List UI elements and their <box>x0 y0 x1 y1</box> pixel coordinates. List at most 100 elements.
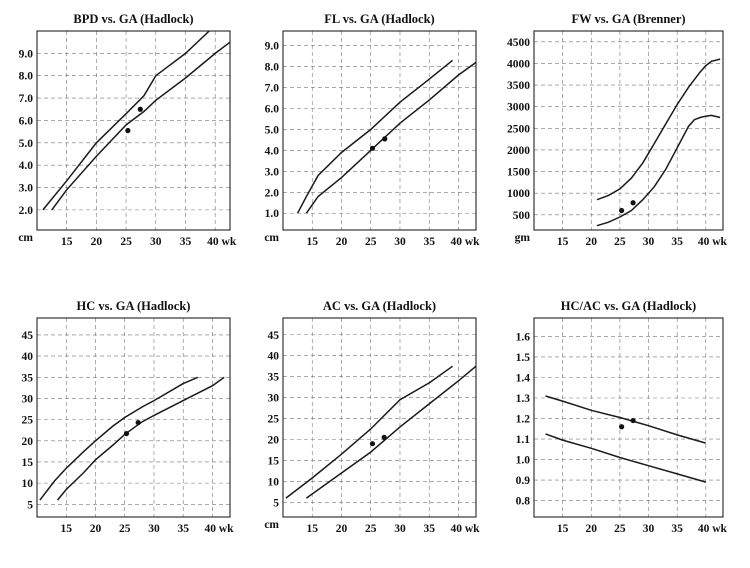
hcac-y-tick-label: 1.4 <box>516 372 531 384</box>
fl-plot-frame <box>282 30 477 231</box>
fl-y-tick-label: 3.0 <box>265 166 280 178</box>
hc-y-tick-label: 25 <box>22 415 34 427</box>
hc-chart-title: HC vs. GA (Hadlock) <box>77 299 191 313</box>
bpd-chart: BPD vs. GA (Hadlock) 2.0 3.0 4.0 5.0 6.0 7.0 8.… <box>18 12 237 248</box>
fw-y-tick-label: 4500 <box>507 37 530 49</box>
hcac-x-tick-label: 30 <box>643 523 655 535</box>
ac-y-tick-label: 10 <box>268 476 280 488</box>
ac-x-tick-label: 35 <box>423 523 435 535</box>
fw-y-tick-label: 1500 <box>507 167 530 179</box>
ac-y-tick-label: 45 <box>268 330 280 342</box>
fw-chart-title: FW vs. GA (Brenner) <box>571 12 685 26</box>
ac-plot-frame <box>282 317 477 518</box>
hcac-x-tick-label: 25 <box>614 523 626 535</box>
fw-x-tick-label: 30 <box>643 236 655 248</box>
ac-data-point <box>381 434 387 440</box>
bpd-y-tick-label: 5.0 <box>19 138 34 150</box>
hc-data-point <box>123 430 130 437</box>
fl-x-tick-label: 40 wk <box>450 236 480 248</box>
fw-data-point <box>619 207 625 214</box>
hcac-y-tick-label: 1.2 <box>516 414 531 426</box>
ac-y-tick-label: 35 <box>268 372 280 384</box>
fw-plot-frame <box>533 30 724 231</box>
ac-y-tick-label: 40 <box>268 351 280 363</box>
fl-x-tick-label: 15 <box>306 236 318 248</box>
hcac-y-tick-label: 0.9 <box>516 475 531 487</box>
ac-x-tick-label: 15 <box>306 523 318 535</box>
hcac-y-tick-label: 1.1 <box>516 434 531 446</box>
hcac-y-tick-label: 1.6 <box>516 331 531 343</box>
hcac-y-tick-label: 1.5 <box>516 352 531 364</box>
fl-y-tick-label: 7.0 <box>265 83 280 95</box>
hcac-data-point <box>619 424 625 430</box>
bpd-y-tick-label: 8.0 <box>19 71 34 83</box>
fl-series-line-1 <box>296 59 454 214</box>
fw-y-unit-label: gm <box>515 232 531 244</box>
bpd-plot-frame <box>36 30 231 231</box>
bpd-x-tick-label: 40 wk <box>207 236 237 248</box>
ac-x-tick-label: 25 <box>365 523 377 535</box>
hc-chart: HC vs. GA (Hadlock) 5 10 15 20 25 30 35 40 45 15 20… <box>22 299 235 535</box>
fw-data-point <box>630 200 636 206</box>
fl-chart: FL vs. GA (Hadlock) 1.0 2.0 3.0 4.0 5.0 6.0 7.0… <box>264 12 480 248</box>
hcac-series-line-1 <box>545 395 707 444</box>
fw-series-line-1 <box>596 58 721 201</box>
bpd-data-point <box>137 106 143 112</box>
hc-y-tick-label: 35 <box>22 372 34 384</box>
fl-y-tick-label: 9.0 <box>265 41 280 53</box>
fw-chart: FW vs. GA (Brenner) 500 1000 1500 2000 2500 30… <box>507 12 727 248</box>
fl-series-line-2 <box>305 61 477 214</box>
ac-y-unit-label: cm <box>264 519 279 531</box>
fl-y-tick-label: 6.0 <box>265 104 280 116</box>
hc-y-tick-label: 45 <box>22 330 34 342</box>
hcac-plot-frame <box>533 317 724 518</box>
fw-series-line-2 <box>596 114 721 227</box>
fl-x-tick-label: 25 <box>365 236 377 248</box>
hc-y-tick-label: 40 <box>22 351 34 363</box>
hc-y-tick-label: 15 <box>22 457 34 469</box>
ac-series-line-1 <box>285 365 454 499</box>
hcac-x-tick-label: 40 wk <box>698 523 728 535</box>
bpd-x-tick-label: 15 <box>61 236 73 248</box>
ac-y-tick-label: 15 <box>268 455 280 467</box>
fl-x-tick-label: 30 <box>394 236 406 248</box>
ac-data-point <box>369 441 376 447</box>
bpd-y-unit-label: cm <box>18 232 33 244</box>
fw-y-tick-label: 500 <box>513 210 531 222</box>
hcac-x-tick-label: 35 <box>671 523 683 535</box>
hc-x-tick-label: 15 <box>60 523 72 535</box>
fw-y-tick-label: 2500 <box>507 123 530 135</box>
fl-y-tick-label: 4.0 <box>265 145 280 157</box>
hc-x-tick-label: 30 <box>148 523 160 535</box>
bpd-y-tick-label: 2.0 <box>19 205 34 217</box>
hc-series-line-1 <box>39 376 199 501</box>
ac-y-tick-label: 25 <box>268 414 280 426</box>
ac-chart-title: AC vs. GA (Hadlock) <box>323 299 436 313</box>
bpd-chart-title: BPD vs. GA (Hadlock) <box>73 12 193 26</box>
fw-y-tick-label: 3500 <box>507 80 530 92</box>
bpd-series-line-1 <box>42 30 210 211</box>
hcac-y-tick-label: 1.0 <box>516 455 531 467</box>
hc-x-tick-label: 25 <box>119 523 131 535</box>
hc-plot-frame <box>36 317 231 518</box>
fl-x-tick-label: 20 <box>336 236 348 248</box>
ac-y-tick-label: 30 <box>268 393 280 405</box>
fl-y-tick-label: 1.0 <box>265 208 280 220</box>
fl-data-point <box>382 136 388 142</box>
fl-y-tick-label: 5.0 <box>265 124 280 136</box>
fw-x-tick-label: 15 <box>557 236 569 248</box>
hc-y-tick-label: 10 <box>22 478 34 490</box>
hcac-chart-title: HC/AC vs. GA (Hadlock) <box>561 299 696 313</box>
hcac-y-tick-label: 1.3 <box>516 393 531 405</box>
fl-chart-title: FL vs. GA (Hadlock) <box>324 12 434 26</box>
bpd-series-line-2 <box>51 41 231 211</box>
fw-y-tick-label: 1000 <box>507 188 530 200</box>
fw-y-tick-label: 2000 <box>507 145 530 157</box>
hcac-y-tick-label: 0.8 <box>516 496 531 508</box>
hc-x-tick-label: 40 wk <box>204 523 234 535</box>
bpd-x-tick-label: 20 <box>91 236 103 248</box>
ac-x-tick-label: 40 wk <box>450 523 480 535</box>
hc-series-line-2 <box>56 376 225 501</box>
fl-y-unit-label: cm <box>264 232 279 244</box>
